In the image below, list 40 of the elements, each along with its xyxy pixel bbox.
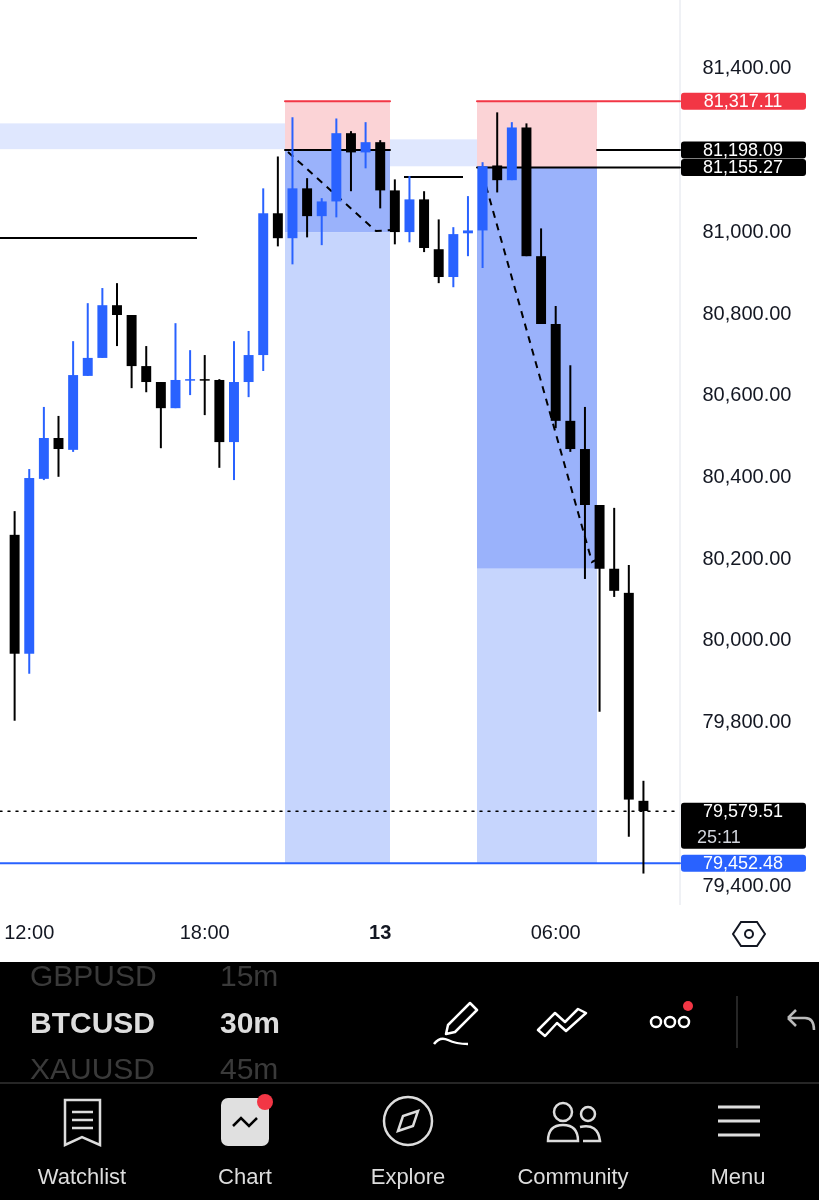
text: GBPUSD [30, 959, 157, 992]
ref-line-label: 81,155.27 [702, 157, 784, 178]
x-tick-label: 18:00 [179, 921, 230, 943]
candlestick [112, 282, 122, 348]
candlestick [462, 195, 473, 258]
y-tick-label: 79,800.00 [702, 710, 792, 733]
text: Explore [370, 1164, 446, 1189]
text: XAUUSD [30, 1052, 156, 1085]
candlestick [199, 354, 210, 417]
ref-line-label: 81,198.09 [702, 139, 784, 160]
y-tick-label: 80,200.00 [702, 546, 792, 569]
text: 25:11 [697, 827, 741, 848]
text: Community [517, 1164, 629, 1189]
x-tick-label: 13 [369, 921, 392, 943]
y-tick-label: 81,000.00 [702, 219, 792, 242]
text: 45m [220, 1052, 279, 1085]
candlestick [360, 121, 371, 170]
x-tick-label: 06:00 [530, 921, 581, 943]
ref-line-label: 79,452.48 [702, 853, 784, 874]
candlestick [141, 345, 152, 394]
ref-line-label: 79,579.51 [702, 801, 784, 822]
y-tick-label: 80,400.00 [702, 464, 792, 487]
candlestick [609, 506, 620, 598]
text: Chart [218, 1164, 272, 1189]
ref-line-label: 81,317.11 [703, 91, 783, 112]
y-tick-label: 79,400.00 [702, 873, 792, 896]
text: Watchlist [37, 1164, 127, 1189]
y-tick-label: 80,600.00 [702, 383, 792, 406]
candlestick [82, 302, 93, 377]
text: 30m [220, 1006, 281, 1039]
candlestick [185, 349, 196, 397]
y-tick-label: 80,800.00 [702, 301, 792, 324]
y-tick-label: 81,400.00 [702, 56, 792, 79]
text: 15m [220, 959, 279, 992]
y-tick-label: 80,000.00 [702, 628, 792, 651]
candlestick [316, 197, 327, 247]
x-tick-label: 12:00 [4, 921, 55, 943]
text: Menu [710, 1164, 766, 1189]
text: BTCUSD [30, 1006, 155, 1039]
candlestick [53, 414, 64, 478]
